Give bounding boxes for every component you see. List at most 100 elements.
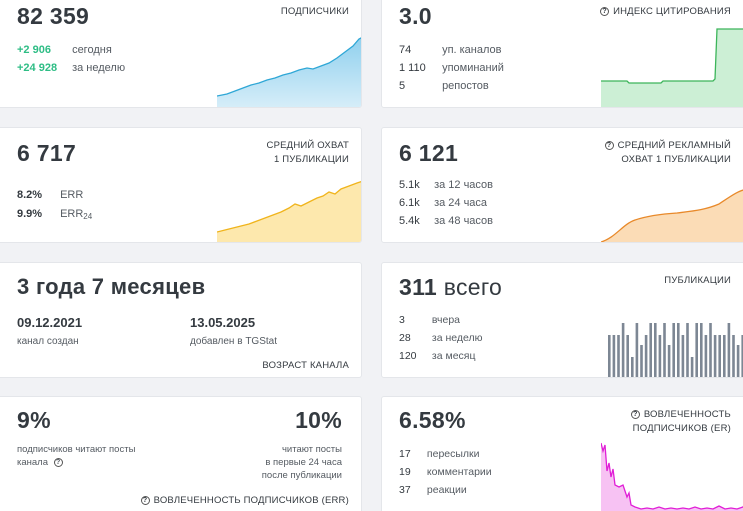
question-icon[interactable]: ? — [630, 410, 640, 419]
posts-bar — [658, 335, 662, 377]
row-label: реакции — [426, 484, 467, 496]
engagement-right-line3: после публикации — [261, 470, 342, 481]
created-label: канал создан — [17, 336, 79, 347]
row-num: 5.1k — [399, 179, 420, 191]
posts-bar — [713, 335, 717, 377]
row-label: за неделю — [431, 332, 483, 344]
posts-bar — [667, 345, 671, 377]
posts-bar — [677, 323, 680, 377]
subscribers-week: +24 928 за неделю — [17, 62, 125, 74]
engagement-left-value: 9% — [17, 407, 51, 433]
engagement-card[interactable]: 9% подписчиков читают посты канала ? 10%… — [0, 396, 362, 511]
er-area — [601, 443, 743, 511]
engagement-right-line1: читают посты — [281, 444, 342, 455]
ad-reach-card[interactable]: 6 121 ? СРЕДНИЙ РЕКЛАМНЫЙ ОХВАТ 1 ПУБЛИКА… — [381, 127, 743, 243]
age-value: 3 года 7 месяцев — [17, 274, 206, 299]
row-num: 5.4k — [399, 215, 420, 227]
engagement-left-desc: подписчиков читают посты канала ? — [17, 443, 135, 469]
er-value: 6.58% — [399, 407, 466, 433]
posts-bar — [723, 335, 726, 377]
engagement-left-line1: подписчиков читают посты — [17, 444, 136, 455]
err24-sub: 24 — [83, 212, 93, 221]
posts-bar — [681, 335, 685, 377]
er-card[interactable]: 6.58% ? ВОВЛЕЧЕННОСТЬ ПОДПИСЧИКОВ (ER) 17… — [381, 396, 743, 511]
posts-bar — [608, 335, 611, 377]
posts-bar — [709, 323, 712, 377]
posts-row-week: 28 за неделю — [399, 332, 483, 344]
posts-caption: ПУБЛИКАЦИИ — [664, 275, 731, 286]
citation-card[interactable]: 3.0 ? ИНДЕКС ЦИТИРОВАНИЯ 74 уп. каналов 1… — [381, 0, 743, 108]
row-num: 120 — [399, 350, 417, 362]
posts-count: 311 — [399, 274, 438, 300]
posts-bar — [631, 357, 634, 377]
added-date: 13.05.2025 — [190, 315, 256, 330]
added-label: добавлен в TGStat — [190, 336, 278, 347]
reach-card[interactable]: 6 717 СРЕДНИЙ ОХВАТ 1 ПУБЛИКАЦИИ 8.2% ER… — [0, 127, 362, 243]
today-delta: +2 906 — [17, 44, 51, 56]
er-row-reactions: 37 реакции — [399, 484, 467, 496]
subscribers-card[interactable]: 82 359 ПОДПИСЧИКИ +2 906 сегодня +24 928… — [0, 0, 362, 108]
row-label: за 48 часов — [434, 215, 494, 227]
err24-label: ERR — [60, 208, 84, 220]
subscribers-value: 82 359 — [17, 3, 90, 29]
row-num: 28 — [399, 332, 411, 344]
citation-caption-wrap: ? ИНДЕКС ЦИТИРОВАНИЯ — [600, 5, 731, 19]
ad-reach-line — [601, 189, 743, 242]
posts-bar — [617, 335, 620, 377]
row-num: 37 — [399, 484, 411, 496]
ad-reach-caption-text1: СРЕДНИЙ РЕКЛАМНЫЙ — [617, 140, 731, 151]
row-num: 3 — [399, 314, 405, 326]
row-num: 17 — [399, 448, 411, 460]
engagement-right-value: 10% — [295, 407, 342, 433]
err-value: 8.2% — [17, 189, 43, 201]
posts-row-month: 120 за месяц — [399, 350, 476, 362]
row-num: 74 — [399, 44, 412, 56]
row-num: 1 110 — [399, 62, 426, 74]
posts-bar — [612, 335, 616, 377]
posts-row-yesterday: 3 вчера — [399, 314, 460, 326]
posts-bar — [644, 335, 648, 377]
question-icon[interactable]: ? — [53, 458, 63, 467]
posts-bar — [686, 323, 689, 377]
posts-bar — [654, 323, 657, 377]
posts-bar — [663, 323, 666, 377]
subscribers-caption: ПОДПИСЧИКИ — [280, 6, 349, 17]
citation-value: 3.0 — [399, 3, 432, 29]
question-icon[interactable]: ? — [600, 7, 610, 16]
question-icon[interactable]: ? — [140, 496, 150, 505]
engagement-right-line2: в первые 24 часа — [265, 457, 342, 468]
citation-row-channels: 74 уп. каналов — [399, 44, 502, 56]
ad-reach-caption-line1: ? СРЕДНИЙ РЕКЛАМНЫЙ — [604, 139, 731, 153]
posts-card[interactable]: 311 всего ПУБЛИКАЦИИ 3 вчера 28 за недел… — [381, 262, 743, 378]
row-num: 5 — [399, 80, 406, 92]
posts-bar — [635, 323, 639, 377]
citation-row-mentions: 1 110 упоминаний — [399, 62, 504, 74]
posts-bar-chart — [608, 323, 743, 377]
row-num: 19 — [399, 466, 411, 478]
posts-bar — [741, 335, 743, 377]
ad-reach-row-24h: 6.1k за 24 часа — [399, 197, 487, 209]
er-row-comments: 19 комментарии — [399, 466, 492, 478]
er-sparkline — [601, 442, 743, 511]
citation-line — [601, 28, 743, 84]
err-row: 8.2% ERR — [17, 189, 83, 201]
ad-reach-value: 6 121 — [399, 140, 459, 166]
posts-bar — [649, 323, 652, 377]
reach-caption-line1: СРЕДНИЙ ОХВАТ — [266, 140, 349, 151]
citation-row-reposts: 5 репостов — [399, 80, 489, 92]
age-card[interactable]: 3 года 7 месяцев 09.12.2021 канал создан… — [0, 262, 362, 378]
row-label: за 12 часов — [434, 179, 494, 191]
week-label: за неделю — [72, 62, 126, 74]
er-line — [601, 442, 743, 510]
row-label: репостов — [442, 80, 489, 92]
subscribers-today: +2 906 сегодня — [17, 44, 112, 56]
posts-bar — [704, 335, 708, 377]
question-icon[interactable]: ? — [604, 141, 614, 150]
posts-bar — [718, 335, 721, 377]
ad-reach-sparkline — [601, 189, 743, 242]
engagement-caption-wrap: ? ВОВЛЕЧЕННОСТЬ ПОДПИСЧИКОВ (ERR) — [140, 494, 349, 508]
engagement-left-line2-wrap: канала ? — [17, 456, 135, 469]
age-caption: ВОЗРАСТ КАНАЛА — [262, 360, 349, 371]
posts-bar — [672, 323, 675, 377]
posts-suffix: всего — [443, 274, 503, 300]
